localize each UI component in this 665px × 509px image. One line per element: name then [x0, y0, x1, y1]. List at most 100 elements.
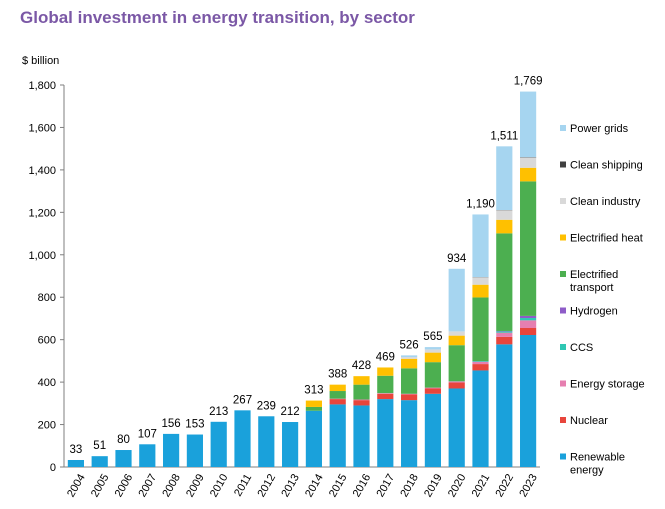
- bar-segment-electrified-heat: [305, 400, 322, 407]
- legend-label: transport: [570, 282, 613, 294]
- bar-segment-electrified-transport: [377, 375, 394, 394]
- bar-segment-renewable-energy: [139, 444, 156, 467]
- bar-segment-hydrogen: [520, 315, 537, 319]
- bar-segment-renewable-energy: [424, 393, 441, 467]
- bar-segment-renewable-energy: [448, 388, 465, 467]
- bar-segment-renewable-energy: [305, 410, 322, 467]
- bar-total-label: 153: [185, 419, 204, 431]
- bar-segment-power-grids: [496, 146, 513, 210]
- bar-total-label: 428: [352, 360, 371, 372]
- bar-segment-energy-storage: [520, 320, 537, 328]
- bar-segment-nuclear: [329, 399, 346, 405]
- x-tick-label: 2023: [517, 472, 540, 499]
- x-tick-label: 2010: [208, 472, 231, 499]
- bar-segment-nuclear: [448, 382, 465, 389]
- bar-total-label: 156: [162, 418, 181, 430]
- bar-segment-power-grids: [424, 347, 441, 350]
- bar-segment-renewable-energy: [353, 405, 370, 467]
- bar-segment-electrified-heat: [472, 284, 489, 298]
- x-tick-label: 2014: [303, 472, 326, 499]
- legend-swatch-clean-industry: [560, 198, 566, 204]
- bar-segment-clean-industry: [424, 349, 441, 353]
- y-tick-label: 1,000: [28, 250, 56, 262]
- x-tick-label: 2022: [494, 472, 517, 499]
- bar-segment-energy-storage: [424, 387, 441, 389]
- x-tick-label: 2021: [470, 472, 493, 499]
- bar-total-label: 1,190: [466, 198, 495, 210]
- x-tick-label: 2009: [184, 472, 207, 499]
- bar-total-label: 1,511: [490, 130, 518, 142]
- legend-label: energy: [570, 465, 604, 477]
- legend-label: Hydrogen: [570, 306, 618, 318]
- x-tick-label: 2017: [375, 472, 398, 499]
- bar-total-label: 267: [233, 394, 252, 406]
- legend-label: CCS: [570, 342, 593, 354]
- x-tick-label: 2019: [422, 472, 445, 499]
- x-tick-label: 2013: [279, 472, 302, 499]
- bar-segment-electrified-heat: [448, 335, 465, 346]
- bar-segment-ccs: [496, 331, 513, 333]
- legend-label: Clean industry: [570, 196, 641, 208]
- bar-segment-renewable-energy: [329, 404, 346, 467]
- bar-segment-electrified-transport: [520, 181, 537, 316]
- bar-segment-nuclear: [401, 394, 418, 401]
- bar-segment-renewable-energy: [258, 416, 275, 467]
- legend-label: Renewable: [570, 452, 625, 464]
- bar-segment-renewable-energy: [282, 422, 299, 467]
- total-labels: 33 51 80 107 156 153 213 267 239 212 313 388 428 469 5…: [70, 76, 543, 456]
- x-tick-label: 2018: [398, 472, 421, 499]
- bar-segment-renewable-energy: [401, 400, 418, 467]
- bar-segment-power-grids: [448, 268, 465, 332]
- bar-segment-energy-storage: [401, 393, 418, 395]
- chart-title: Global investment in energy transition, …: [20, 8, 415, 27]
- legend-swatch-renewable-energy: [560, 453, 566, 460]
- bar-segment-power-grids: [472, 214, 489, 278]
- bar-segment-nuclear: [472, 364, 489, 371]
- bar-segment-electrified-transport: [401, 368, 418, 394]
- bar-segment-electrified-heat: [401, 358, 418, 369]
- bar-segment-nuclear: [353, 400, 370, 406]
- bar-segment-renewable-energy: [520, 334, 537, 467]
- bar-total-label: 213: [209, 406, 228, 418]
- bar-segment-electrified-heat: [520, 167, 537, 182]
- bar-segment-electrified-transport: [496, 233, 513, 331]
- bar-segment-renewable-energy: [115, 450, 132, 467]
- bars: [67, 91, 537, 467]
- bar-segment-renewable-energy: [210, 421, 227, 467]
- bar-total-label: 80: [117, 434, 130, 446]
- bar-segment-ccs: [520, 318, 537, 321]
- bar-segment-ccs: [472, 361, 489, 362]
- x-tick-label: 2016: [351, 472, 374, 499]
- legend-swatch-hydrogen: [560, 307, 566, 314]
- legend-label: Power grids: [570, 123, 629, 135]
- bar-segment-nuclear: [424, 388, 441, 394]
- bar-segment-electrified-heat: [353, 376, 370, 385]
- bar-total-label: 33: [70, 444, 83, 456]
- y-axis-unit-label: $ billion: [22, 55, 60, 67]
- x-tick-label: 2008: [160, 472, 183, 499]
- bar-segment-energy-storage: [472, 361, 489, 365]
- bar-segment-electrified-heat: [329, 384, 346, 392]
- legend: Power grids Clean shipping Clean industry E…: [560, 123, 645, 477]
- y-tick-label: 400: [38, 377, 56, 389]
- y-tick-label: 0: [50, 462, 56, 474]
- bar-segment-electrified-transport: [472, 297, 489, 362]
- bar-total-label: 565: [423, 331, 442, 343]
- y-tick-label: 1,800: [28, 80, 56, 92]
- bar-total-label: 934: [447, 253, 467, 265]
- bar-total-label: 212: [281, 406, 300, 418]
- x-tick-label: 2004: [65, 472, 88, 499]
- bar-segment-electrified-transport: [448, 345, 465, 382]
- x-tick-label: 2012: [256, 472, 279, 499]
- bar-segment-renewable-energy: [67, 459, 84, 467]
- x-tick-label: 2007: [137, 472, 160, 499]
- bar-segment-electrified-transport: [329, 391, 346, 399]
- bar-segment-renewable-energy: [91, 456, 108, 467]
- x-tick-label: 2005: [89, 472, 112, 499]
- legend-swatch-clean-shipping: [560, 161, 566, 168]
- bar-segment-power-grids: [401, 355, 418, 358]
- bar-total-label: 1,769: [514, 76, 543, 88]
- legend-swatch-power-grids: [560, 125, 566, 131]
- legend-swatch-ccs: [560, 344, 566, 350]
